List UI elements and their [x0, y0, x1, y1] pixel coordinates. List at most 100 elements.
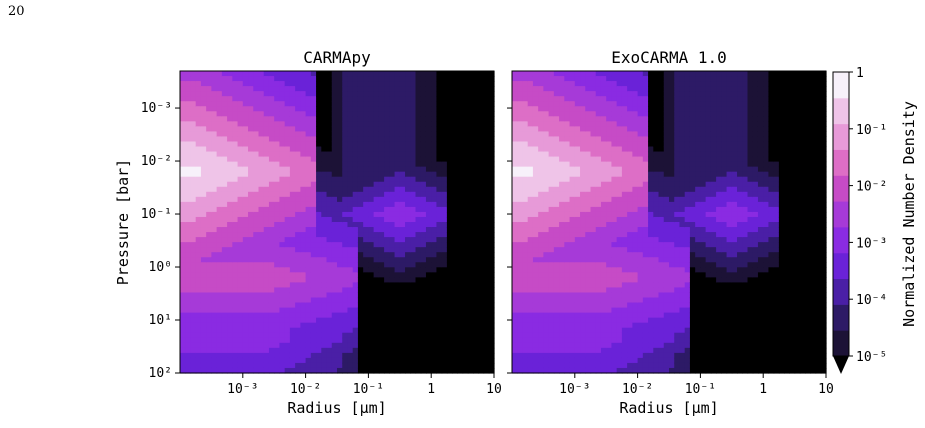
heatmap-cell	[559, 277, 565, 283]
heatmap-cell	[441, 337, 448, 344]
heatmap-cell	[295, 317, 301, 324]
heatmap-cell	[606, 347, 613, 354]
heatmap-cell	[258, 232, 265, 238]
heatmap-cell	[564, 272, 571, 278]
heatmap-cell	[473, 227, 479, 233]
heatmap-cell	[538, 312, 544, 319]
heatmap-cell	[532, 337, 539, 344]
heatmap-cell	[457, 317, 464, 324]
heatmap-cell	[627, 151, 633, 158]
heatmap-cell	[405, 141, 411, 148]
heatmap-cell	[600, 297, 607, 304]
heatmap-cell	[517, 277, 524, 283]
heatmap-cell	[441, 342, 448, 349]
heatmap-cell	[216, 232, 223, 238]
heatmap-cell	[590, 101, 597, 107]
heatmap-cell	[488, 247, 495, 253]
heatmap-cell	[253, 111, 260, 117]
heatmap-cell	[462, 312, 469, 319]
heatmap-cell	[190, 312, 197, 319]
heatmap-cell	[446, 116, 453, 122]
heatmap-cell	[300, 131, 307, 138]
heatmap-cell	[258, 222, 265, 228]
heatmap-cell	[268, 252, 275, 258]
heatmap-cell	[590, 222, 597, 228]
heatmap-cell	[478, 282, 485, 289]
heatmap-cell	[431, 131, 438, 138]
heatmap-cell	[457, 272, 464, 278]
heatmap-cell	[431, 262, 438, 268]
heatmap-cell	[331, 327, 338, 334]
heatmap-cell	[300, 216, 307, 223]
heatmap-cell	[420, 111, 427, 117]
heatmap-cell	[517, 76, 524, 82]
heatmap-cell	[488, 126, 495, 132]
heatmap-cell	[216, 352, 223, 359]
heatmap-cell	[274, 282, 281, 289]
heatmap-cell	[600, 267, 607, 273]
heatmap-cell	[532, 347, 539, 354]
heatmap-cell	[300, 196, 307, 203]
heatmap-cell	[611, 257, 618, 263]
heatmap-cell	[616, 307, 623, 314]
heatmap-cell	[389, 277, 396, 283]
heatmap-cell	[305, 136, 312, 143]
heatmap-cell	[616, 161, 623, 168]
heatmap-cell	[621, 277, 628, 283]
heatmap-cell	[289, 176, 296, 183]
heatmap-cell	[538, 292, 544, 299]
heatmap-cell	[611, 342, 618, 349]
heatmap-cell	[569, 126, 576, 132]
heatmap-cell	[627, 196, 633, 203]
heatmap-cell	[606, 166, 613, 173]
heatmap-cell	[585, 292, 592, 299]
heatmap-cell	[347, 302, 354, 309]
heatmap-cell	[232, 337, 239, 344]
heatmap-cell	[627, 247, 633, 253]
heatmap-cell	[517, 282, 524, 289]
heatmap-cell	[394, 317, 401, 324]
heatmap-cell	[462, 206, 469, 213]
heatmap-cell	[446, 211, 453, 218]
heatmap-cell	[611, 196, 618, 203]
heatmap-cell	[310, 191, 317, 198]
heatmap-cell	[431, 101, 438, 107]
heatmap-cell	[457, 216, 464, 223]
heatmap-cell	[452, 257, 458, 263]
heatmap-cell	[347, 292, 354, 299]
heatmap-cell	[585, 302, 592, 309]
heatmap-cell	[553, 232, 560, 238]
heatmap-cell	[268, 86, 275, 92]
heatmap-cell	[415, 136, 422, 143]
heatmap-cell	[378, 121, 385, 127]
heatmap-cell	[478, 297, 485, 304]
heatmap-cell	[483, 76, 490, 82]
heatmap-cell	[522, 232, 529, 238]
heatmap-cell	[611, 362, 618, 369]
heatmap-cell	[342, 146, 349, 153]
heatmap-cell	[389, 252, 396, 258]
heatmap-cell	[394, 322, 401, 329]
heatmap-cell	[211, 367, 218, 374]
heatmap-cell	[274, 307, 281, 314]
heatmap-cell	[337, 277, 343, 283]
heatmap-cell	[195, 126, 202, 132]
heatmap-cell	[331, 111, 338, 117]
heatmap-cell	[237, 287, 244, 294]
heatmap-cell	[274, 277, 281, 283]
heatmap-cell	[420, 292, 427, 299]
heatmap-cell	[564, 257, 571, 263]
heatmap-cell	[378, 317, 385, 324]
heatmap-cell	[342, 227, 349, 233]
heatmap-cell	[595, 287, 602, 294]
heatmap-cell	[522, 282, 529, 289]
heatmap-cell	[574, 322, 581, 329]
heatmap-cell	[457, 367, 464, 374]
heatmap-cell	[611, 227, 618, 233]
heatmap-cell	[431, 297, 438, 304]
heatmap-cell	[538, 272, 544, 278]
heatmap-cell	[384, 96, 390, 102]
heatmap-cell	[585, 287, 592, 294]
heatmap-cell	[389, 317, 396, 324]
heatmap-cell	[321, 237, 328, 243]
